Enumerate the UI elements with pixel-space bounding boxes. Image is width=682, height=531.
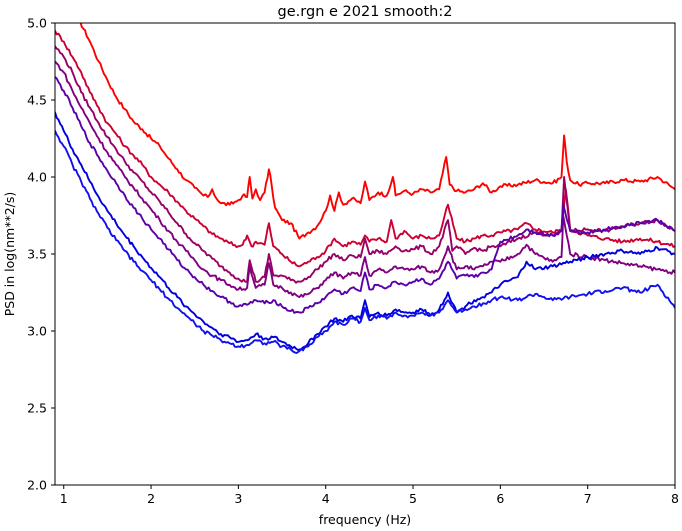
y-axis: 2.0 2.5 3.0 3.5 4.0 4.5 5.0 (27, 16, 55, 493)
y-axis-label: PSD in log(nm**2/s) (2, 192, 17, 317)
x-tick-label: 4 (322, 491, 330, 506)
y-tick-label: 3.0 (27, 324, 47, 339)
series-layer (55, 23, 675, 354)
x-axis-label: frequency (Hz) (319, 512, 411, 527)
y-tick-label: 2.5 (27, 401, 47, 416)
series-line-5 (55, 75, 675, 314)
x-axis: 1 2 3 4 5 6 7 8 (60, 485, 679, 506)
x-tick-label: 5 (409, 491, 417, 506)
series-line-6 (55, 111, 675, 351)
y-tick-label: 4.5 (27, 93, 47, 108)
chart-title: ge.rgn e 2021 smooth:2 (278, 4, 453, 20)
series-line-4 (55, 60, 675, 299)
y-tick-label: 5.0 (27, 16, 47, 31)
y-tick-label: 2.0 (27, 478, 47, 493)
series-line-3 (55, 45, 675, 284)
y-tick-label: 4.0 (27, 170, 47, 185)
series-line-7 (55, 129, 675, 354)
x-tick-label: 8 (671, 491, 679, 506)
x-tick-label: 1 (60, 491, 68, 506)
plot-frame (54, 22, 676, 486)
x-tick-label: 3 (234, 491, 242, 506)
x-tick-label: 7 (584, 491, 592, 506)
y-tick-label: 3.5 (27, 247, 47, 262)
series-line-1 (79, 23, 675, 240)
x-tick-label: 2 (147, 491, 155, 506)
x-tick-label: 6 (496, 491, 504, 506)
